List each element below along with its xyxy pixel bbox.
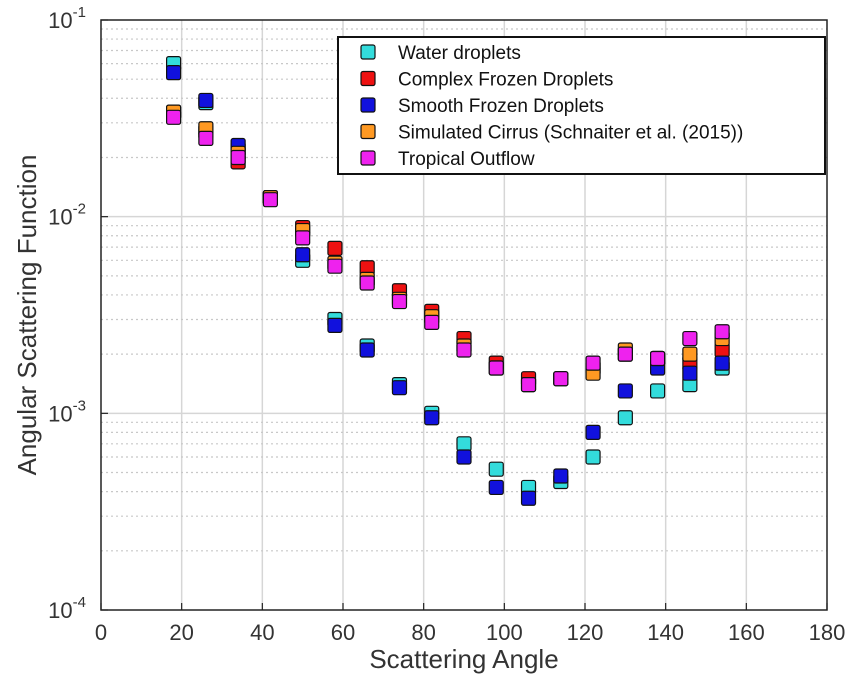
data-point: [198, 92, 214, 109]
data-point: [166, 65, 182, 81]
data-point: [617, 346, 633, 362]
legend: Water droplets Complex Frozen Droplets Smo…: [337, 36, 826, 175]
data-point: [295, 247, 311, 263]
legend-swatch: [360, 97, 376, 113]
data-point: [520, 490, 537, 506]
legend-swatch: [360, 123, 376, 140]
data-point: [391, 380, 408, 396]
data-point: [456, 342, 472, 358]
data-point: [585, 355, 601, 371]
series-4: [166, 109, 730, 393]
legend-swatch: [360, 70, 376, 87]
legend-label: Simulated Cirrus (Schnaiter et al. (2015…: [398, 123, 743, 144]
data-point: [649, 350, 666, 367]
data-point: [553, 468, 569, 484]
data-point: [649, 383, 666, 399]
data-point: [520, 376, 537, 393]
data-point: [359, 342, 375, 358]
legend-swatch: [360, 150, 376, 166]
data-point: [391, 293, 408, 310]
data-point: [488, 479, 504, 496]
data-point: [424, 410, 440, 426]
plot-frame: [100, 19, 828, 611]
y-tick-label: 10-2: [48, 201, 86, 230]
x-tick-label: 60: [331, 620, 355, 645]
data-point: [230, 149, 246, 166]
x-tick-label: 160: [728, 620, 765, 645]
data-point: [295, 230, 311, 246]
data-point: [488, 461, 504, 477]
data-point: [682, 330, 698, 347]
data-point: [585, 424, 601, 440]
data-point: [327, 258, 343, 274]
data-point: [617, 383, 633, 399]
data-point: [424, 314, 440, 330]
legend-label: Water droplets: [398, 43, 521, 64]
data-point: [553, 371, 569, 387]
data-point: [456, 449, 472, 465]
legend-swatch: [360, 44, 376, 60]
y-tick-labels: 10-4 10-3 10-2 10-1: [48, 4, 108, 623]
x-tick-label: 20: [169, 620, 193, 645]
y-tick-label: 10-1: [48, 4, 86, 33]
legend-label: Tropical Outflow: [398, 149, 535, 170]
x-tick-labels: 0 20 40 60 80 100 120 140 160 180: [95, 603, 845, 645]
data-point: [714, 355, 730, 371]
legend-box: [337, 36, 826, 175]
data-point: [682, 365, 698, 381]
data-point: [327, 317, 343, 333]
data-point: [359, 275, 375, 291]
data-point: [585, 449, 601, 465]
data-point: [198, 130, 214, 147]
data-point: [714, 324, 730, 340]
x-axis-label: Scattering Angle: [369, 644, 558, 674]
legend-label: Complex Frozen Droplets: [398, 70, 613, 91]
data-point: [682, 346, 698, 362]
legend-label: Smooth Frozen Droplets: [398, 96, 604, 117]
x-tick-label: 80: [411, 620, 435, 645]
data-point: [327, 240, 343, 256]
data-points: [166, 56, 730, 506]
y-tick-label: 10-4: [48, 594, 86, 623]
data-point: [262, 192, 278, 208]
x-tick-label: 120: [567, 620, 604, 645]
data-point: [166, 109, 182, 125]
x-tick-label: 180: [809, 620, 846, 645]
data-point: [617, 410, 633, 426]
x-tick-label: 140: [647, 620, 684, 645]
x-tick-label: 40: [250, 620, 274, 645]
y-tick-label: 10-3: [48, 397, 86, 426]
x-tick-label: 100: [486, 620, 523, 645]
data-point: [456, 436, 472, 452]
x-tick-label: 0: [95, 620, 107, 645]
y-axis-label: Angular Scattering Function: [12, 155, 42, 476]
data-point: [488, 360, 504, 376]
